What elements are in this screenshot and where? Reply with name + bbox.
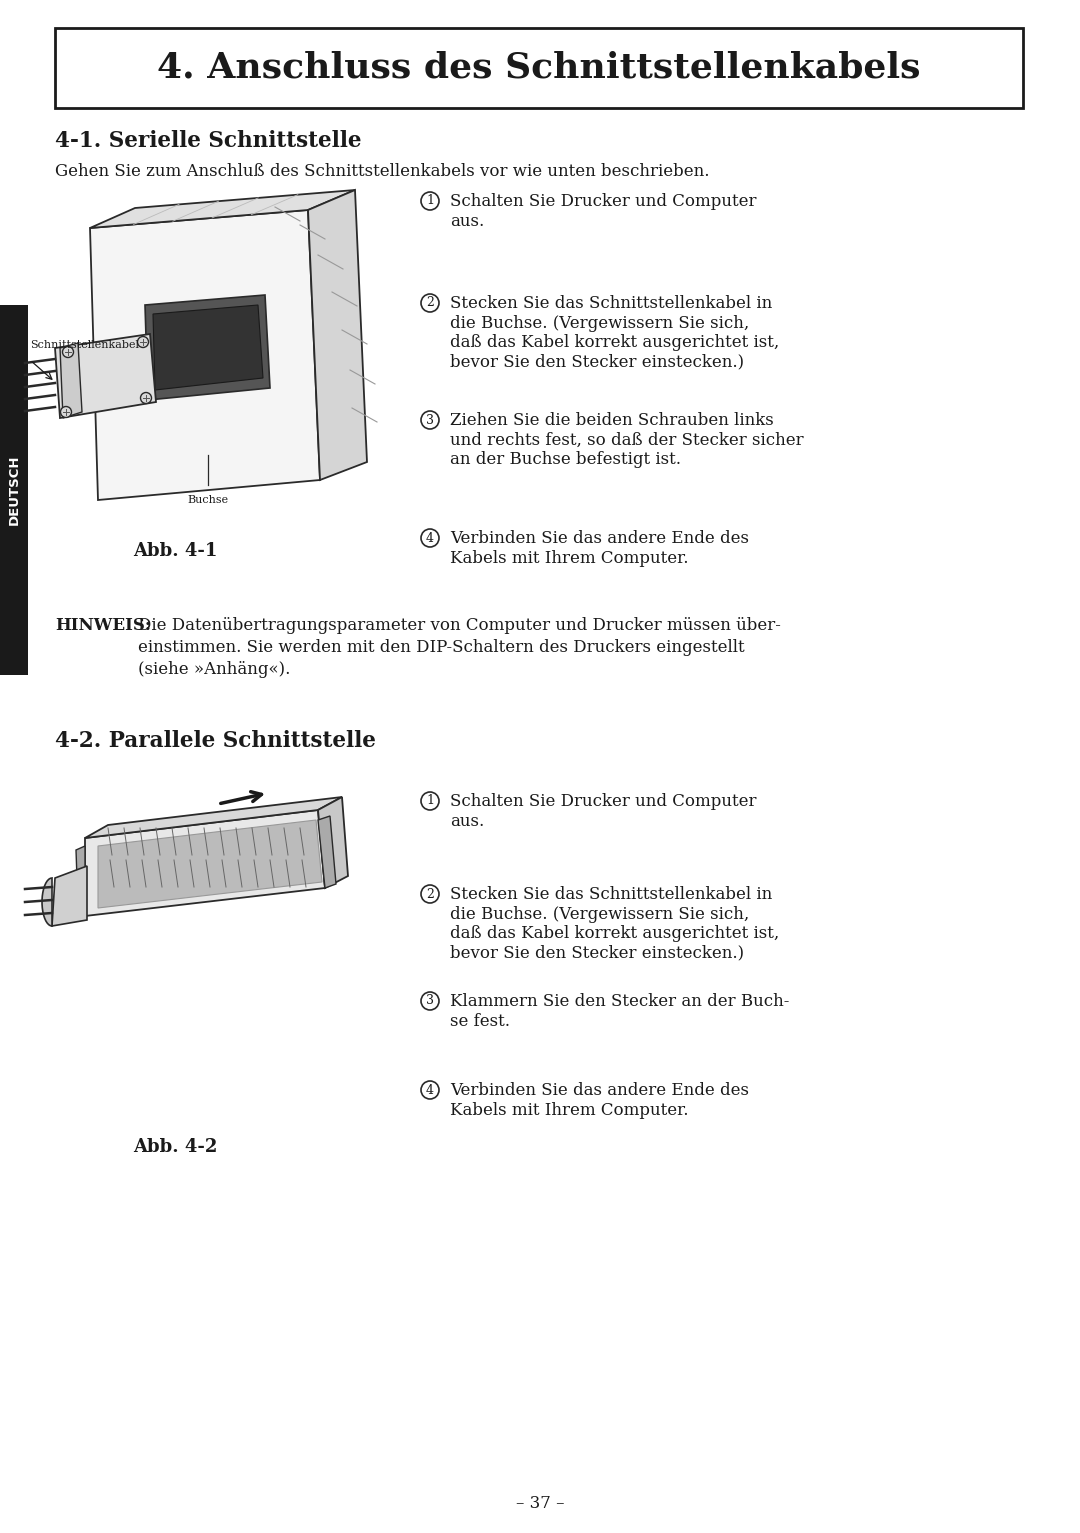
- Text: Abb. 4-2: Abb. 4-2: [133, 1137, 217, 1156]
- Text: 3: 3: [426, 995, 434, 1007]
- Text: HINWEIS:: HINWEIS:: [55, 616, 151, 635]
- Polygon shape: [60, 343, 82, 419]
- Text: 4: 4: [426, 532, 434, 544]
- Polygon shape: [52, 866, 87, 926]
- Text: Buchse: Buchse: [188, 495, 229, 504]
- Circle shape: [140, 392, 151, 403]
- Text: Stecken Sie das Schnittstellenkabel in
die Buchse. (Vergewissern Sie sich,
daß d: Stecken Sie das Schnittstellenkabel in d…: [450, 294, 780, 371]
- Text: Klammern Sie den Stecker an der Buch-
se fest.: Klammern Sie den Stecker an der Buch- se…: [450, 993, 789, 1030]
- FancyBboxPatch shape: [55, 28, 1023, 107]
- Polygon shape: [145, 294, 270, 400]
- Polygon shape: [308, 190, 367, 480]
- Polygon shape: [90, 210, 320, 500]
- Text: 3: 3: [426, 414, 434, 426]
- Circle shape: [137, 337, 149, 348]
- Text: (siehe »Anhäng«).: (siehe »Anhäng«).: [138, 661, 291, 678]
- Text: Die Datenübertragungsparameter von Computer und Drucker müssen über-: Die Datenübertragungsparameter von Compu…: [138, 616, 781, 635]
- Circle shape: [63, 346, 73, 357]
- Polygon shape: [42, 878, 52, 926]
- Polygon shape: [55, 334, 156, 419]
- Bar: [0, 305, 28, 675]
- Text: Schnittstellenkabel: Schnittstellenkabel: [30, 340, 139, 350]
- Polygon shape: [85, 797, 342, 839]
- Circle shape: [60, 406, 71, 417]
- Polygon shape: [76, 846, 85, 908]
- Text: DEUTSCH: DEUTSCH: [8, 455, 21, 526]
- Polygon shape: [85, 809, 325, 917]
- Text: 4-2. Parallele Schnittstelle: 4-2. Parallele Schnittstelle: [55, 730, 376, 753]
- Polygon shape: [98, 820, 322, 908]
- Text: 1: 1: [426, 794, 434, 808]
- Text: 4-1. Serielle Schnittstelle: 4-1. Serielle Schnittstelle: [55, 130, 362, 152]
- Text: 2: 2: [427, 888, 434, 900]
- Polygon shape: [318, 797, 348, 888]
- Polygon shape: [153, 305, 264, 389]
- Text: Gehen Sie zum Anschluß des Schnittstellenkabels vor wie unten beschrieben.: Gehen Sie zum Anschluß des Schnittstelle…: [55, 162, 710, 179]
- Text: einstimmen. Sie werden mit den DIP-Schaltern des Druckers eingestellt: einstimmen. Sie werden mit den DIP-Schal…: [138, 639, 744, 656]
- Text: 4. Anschluss des Schnittstellenkabels: 4. Anschluss des Schnittstellenkabels: [158, 51, 921, 84]
- Text: Schalten Sie Drucker und Computer
aus.: Schalten Sie Drucker und Computer aus.: [450, 193, 756, 230]
- Text: 4: 4: [426, 1084, 434, 1096]
- Text: 1: 1: [426, 195, 434, 207]
- Polygon shape: [318, 816, 336, 888]
- Text: Verbinden Sie das andere Ende des
Kabels mit Ihrem Computer.: Verbinden Sie das andere Ende des Kabels…: [450, 530, 750, 567]
- Text: Verbinden Sie das andere Ende des
Kabels mit Ihrem Computer.: Verbinden Sie das andere Ende des Kabels…: [450, 1082, 750, 1119]
- Text: Schalten Sie Drucker und Computer
aus.: Schalten Sie Drucker und Computer aus.: [450, 793, 756, 829]
- Text: Abb. 4-1: Abb. 4-1: [133, 543, 217, 560]
- Polygon shape: [90, 190, 355, 228]
- Text: 2: 2: [427, 296, 434, 310]
- Text: – 37 –: – 37 –: [516, 1495, 564, 1512]
- Text: Ziehen Sie die beiden Schrauben links
und rechts fest, so daß der Stecker sicher: Ziehen Sie die beiden Schrauben links un…: [450, 412, 804, 468]
- Text: Stecken Sie das Schnittstellenkabel in
die Buchse. (Vergewissern Sie sich,
daß d: Stecken Sie das Schnittstellenkabel in d…: [450, 886, 780, 961]
